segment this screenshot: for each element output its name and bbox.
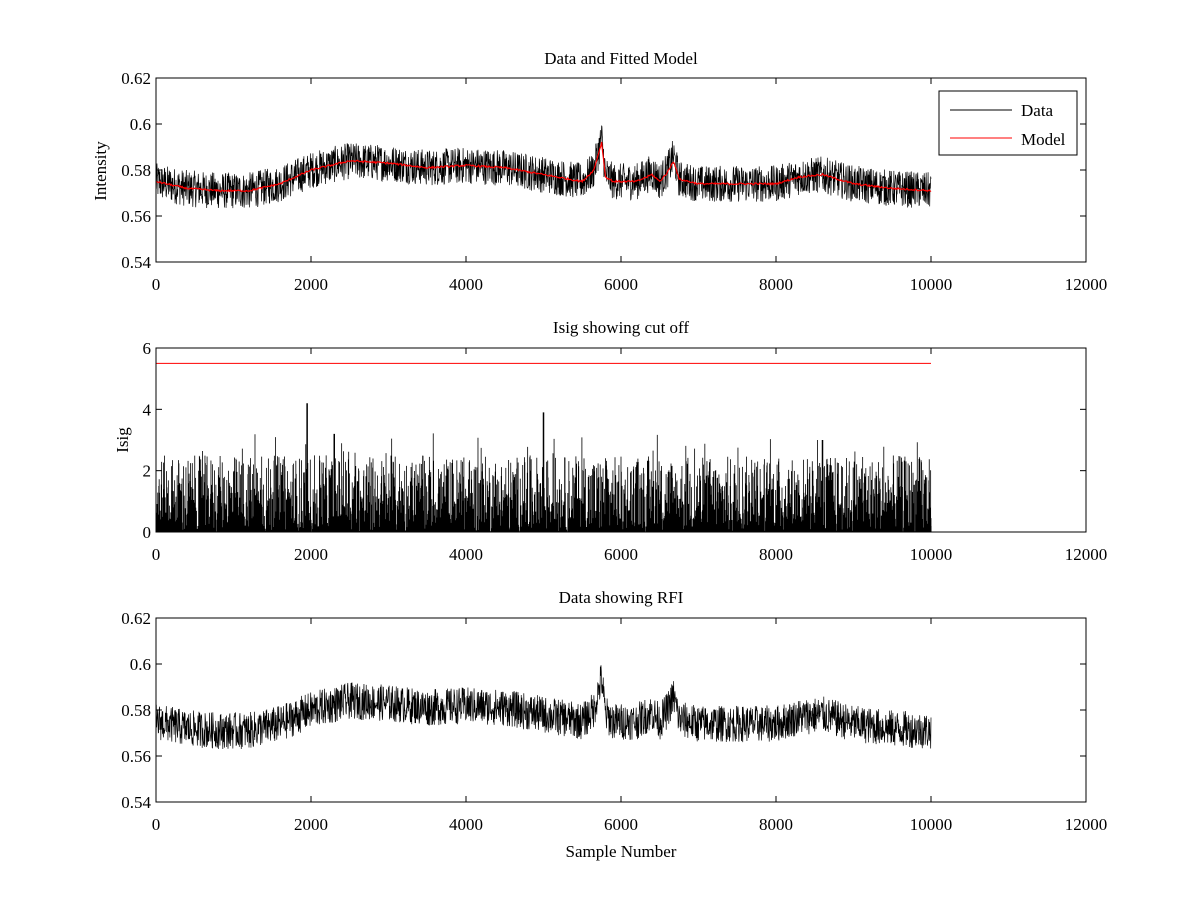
x-tick-label: 2000 [294,275,328,294]
axis-ticks: 0 2000 4000 6000 8000 10000 12000 0.54 0.56 0.58 0… [121,69,1107,294]
x-tick-label: 12000 [1065,275,1108,294]
x-tick-label: 4000 [449,275,483,294]
y-tick-label: 0.58 [121,701,151,720]
y-tick-label: 0 [143,523,152,542]
x-axis-label: Sample Number [566,842,677,861]
x-tick-label: 6000 [604,545,638,564]
chart-title: Data and Fitted Model [544,49,698,68]
x-tick-label: 2000 [294,815,328,834]
x-tick-label: 8000 [759,275,793,294]
model-series [155,141,932,193]
y-tick-label: 0.54 [121,253,151,272]
y-tick-label: 0.6 [130,655,151,674]
y-tick-label: 6 [143,339,152,358]
x-tick-label: 10000 [910,275,953,294]
x-tick-label: 10000 [910,545,953,564]
x-tick-label: 0 [152,815,161,834]
x-tick-label: 6000 [604,815,638,834]
y-tick-label: 0.62 [121,609,151,628]
legend-box [938,90,1078,156]
y-tick-label: 0.56 [121,207,151,226]
x-tick-label: 0 [152,545,161,564]
axes-box [155,617,1087,803]
panel-data-fitted-model: Data and Fitted Model Intensity 0 2000 400… [91,49,1107,294]
x-tick-label: 2000 [294,545,328,564]
y-tick-label: 0.62 [121,69,151,88]
plot-area [155,665,932,749]
x-tick-label: 12000 [1065,545,1108,564]
x-tick-label: 6000 [604,275,638,294]
data-series-noisy [155,125,932,209]
x-tick-label: 8000 [759,815,793,834]
y-tick-label: 2 [143,462,152,481]
legend-label-data: Data [1021,101,1054,120]
chart-title: Isig showing cut off [553,318,689,337]
legend-label-model: Model [1021,130,1066,149]
plot-area [155,125,932,209]
axes-box [155,77,1087,263]
x-tick-label: 8000 [759,545,793,564]
y-tick-label: 0.6 [130,115,151,134]
legend: Data Model [938,90,1078,156]
y-axis-label: Isig [113,427,132,453]
x-tick-label: 10000 [910,815,953,834]
y-axis-label: Intensity [91,141,110,201]
axis-ticks: 0 2000 4000 6000 8000 10000 12000 0 2 4 6 [143,339,1108,564]
panel-isig-cutoff: Isig showing cut off Isig 0 2000 4000 6000 8… [113,318,1107,564]
axes-box [155,347,1087,533]
y-tick-label: 4 [143,400,152,419]
y-tick-label: 0.58 [121,161,151,180]
x-tick-label: 12000 [1065,815,1108,834]
x-tick-label: 4000 [449,815,483,834]
x-tick-label: 4000 [449,545,483,564]
data-series-noisy [155,665,932,749]
y-tick-label: 0.54 [121,793,151,812]
x-tick-label: 0 [152,275,161,294]
y-tick-label: 0.56 [121,747,151,766]
chart-title: Data showing RFI [559,588,684,607]
panel-data-rfi: Data showing RFI Sample Number 0 2000 4000… [121,588,1107,861]
